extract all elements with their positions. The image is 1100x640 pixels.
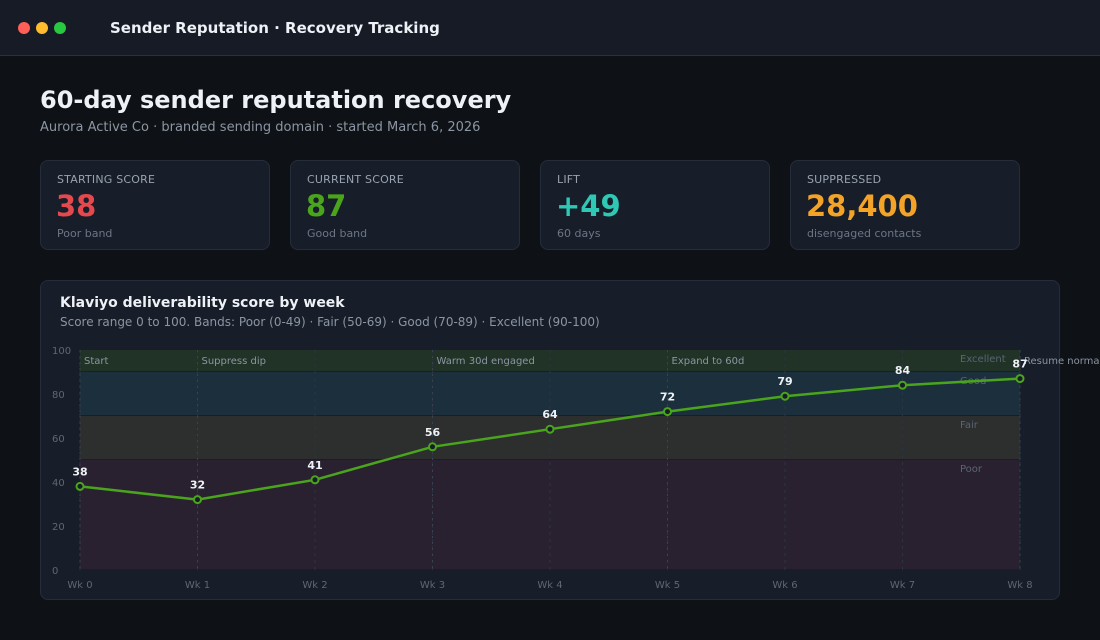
stat-note: 60 days [557, 227, 601, 240]
stat-value: +49 [556, 189, 621, 223]
page-subtitle: Aurora Active Co · branded sending domai… [40, 120, 481, 135]
stat-card-suppressed: SUPPRESSED 28,400 disengaged contacts [790, 160, 1020, 250]
stat-note: Good band [307, 227, 368, 240]
minimize-window-button[interactable] [36, 22, 48, 34]
stat-label: SUPPRESSED [807, 173, 882, 186]
title-bar: Sender Reputation · Recovery Tracking [0, 0, 1100, 56]
stat-note: Poor band [57, 227, 113, 240]
stat-note: disengaged contacts [807, 227, 922, 240]
stat-label: LIFT [557, 173, 581, 186]
stat-value: 87 [306, 189, 347, 223]
stat-label: CURRENT SCORE [307, 173, 404, 186]
stat-card-starting-score: STARTING SCORE 38 Poor band [40, 160, 270, 250]
page-title: 60-day sender reputation recovery [40, 86, 512, 114]
window-title: Sender Reputation · Recovery Tracking [110, 19, 440, 37]
chart-title: Klaviyo deliverability score by week [60, 295, 345, 311]
stat-label: STARTING SCORE [57, 173, 156, 186]
chart-subtitle: Score range 0 to 100. Bands: Poor (0-49)… [60, 315, 600, 329]
close-window-button[interactable] [18, 22, 30, 34]
stat-value: 28,400 [806, 189, 918, 223]
stat-card-lift: LIFT +49 60 days [540, 160, 770, 250]
stat-value: 38 [56, 189, 97, 223]
stat-card-current-score: CURRENT SCORE 87 Good band [290, 160, 520, 250]
maximize-window-button[interactable] [54, 22, 66, 34]
